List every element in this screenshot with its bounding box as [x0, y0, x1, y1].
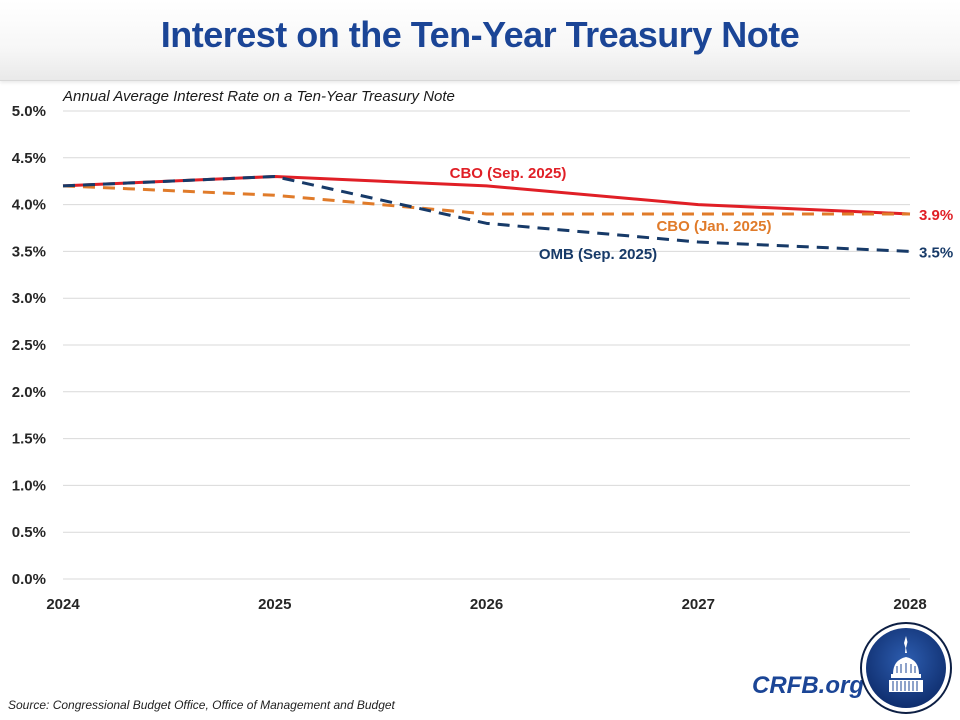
end-value-label: 3.5% — [919, 244, 953, 261]
series-label: OMB (Sep. 2025) — [539, 246, 657, 263]
y-tick-label: 3.0% — [12, 290, 46, 307]
end-value-label: 3.9% — [919, 207, 953, 224]
source-note: Source: Congressional Budget Office, Off… — [8, 698, 395, 712]
capitol-dome-icon — [860, 622, 952, 714]
x-tick-label: 2027 — [682, 596, 715, 613]
y-tick-label: 0.0% — [12, 571, 46, 588]
x-tick-label: 2026 — [470, 596, 503, 613]
y-tick-label: 0.5% — [12, 524, 46, 541]
y-tick-label: 1.0% — [12, 477, 46, 494]
chart-subtitle: Annual Average Interest Rate on a Ten-Ye… — [63, 88, 455, 105]
y-tick-label: 1.5% — [12, 431, 46, 448]
brand-link[interactable]: CRFB.org — [752, 672, 864, 699]
y-tick-label: 4.5% — [12, 150, 46, 167]
y-tick-label: 2.5% — [12, 337, 46, 354]
series-line-cbo-sep-2025 — [62, 175, 911, 216]
y-tick-label: 3.5% — [12, 243, 46, 260]
y-tick-label: 5.0% — [12, 103, 46, 120]
y-tick-label: 2.0% — [12, 384, 46, 401]
x-tick-label: 2024 — [46, 596, 80, 613]
header-band: Interest on the Ten-Year Treasury Note — [0, 0, 960, 81]
series-label: CBO (Jan. 2025) — [656, 218, 771, 235]
x-tick-label: 2025 — [258, 596, 291, 613]
y-tick-label: 4.0% — [12, 197, 46, 214]
chart-title: Interest on the Ten-Year Treasury Note — [160, 14, 800, 55]
x-tick-label: 2028 — [893, 596, 926, 613]
series-label: CBO (Sep. 2025) — [450, 165, 567, 182]
